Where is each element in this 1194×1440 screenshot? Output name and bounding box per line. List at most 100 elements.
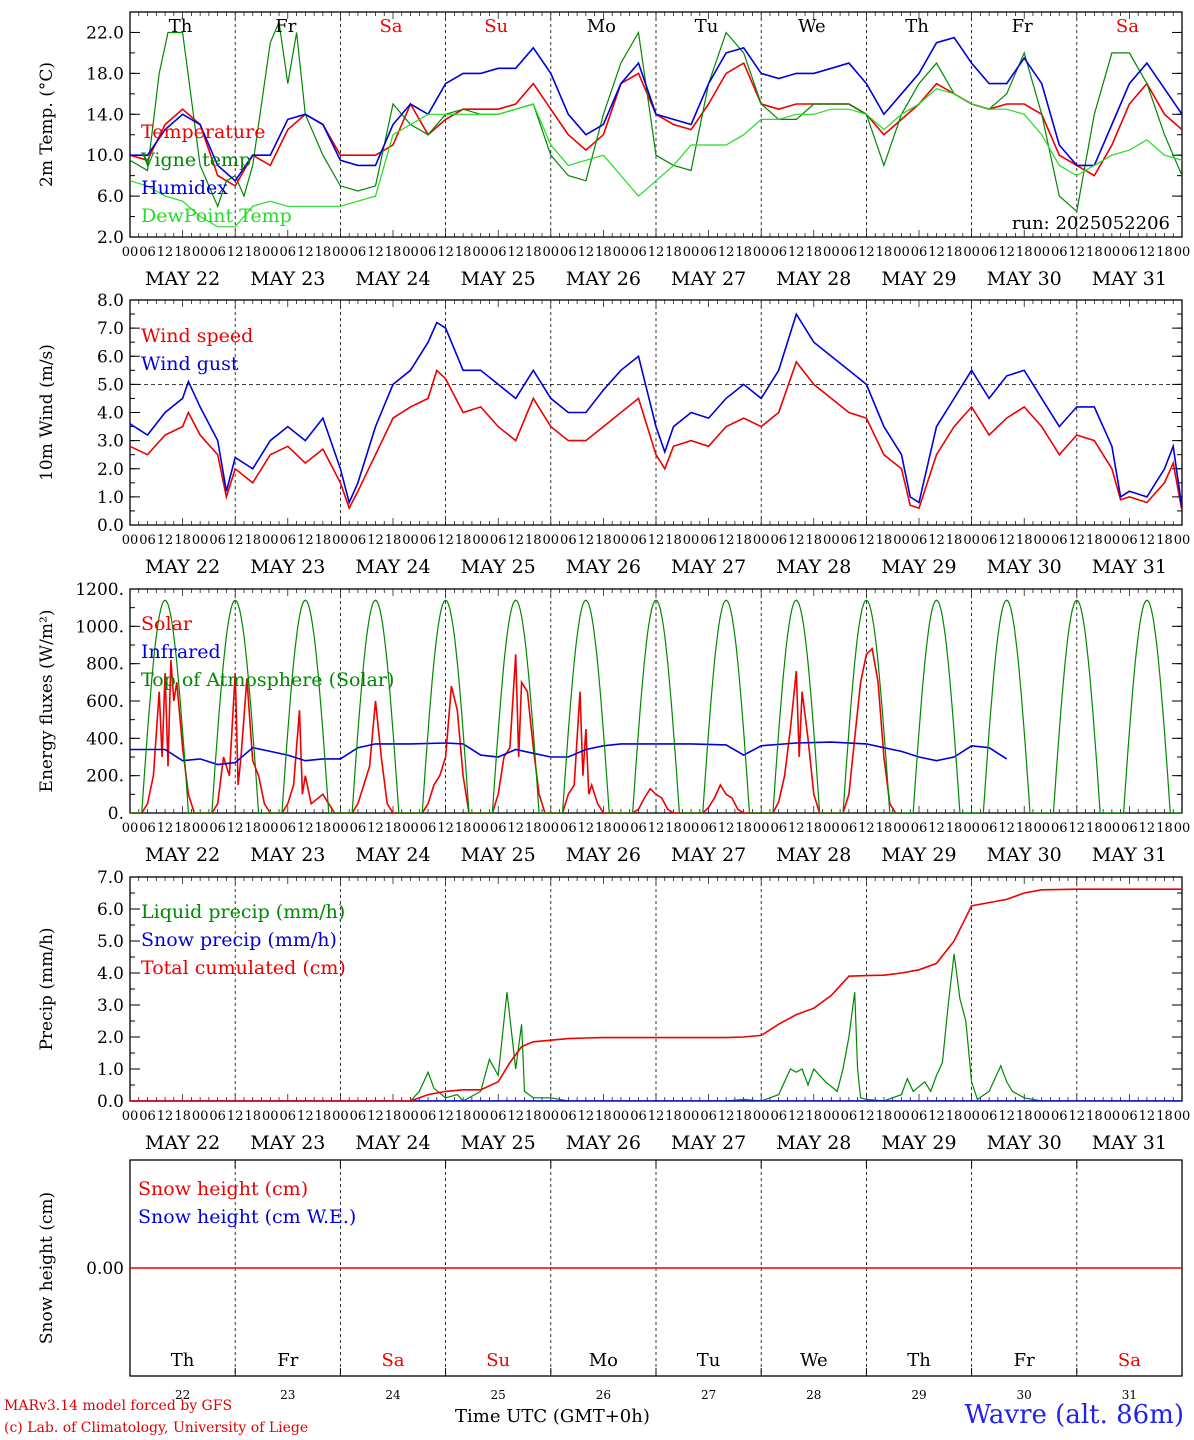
date-label: MAY 28	[776, 556, 851, 578]
y-tick-label: 600.	[86, 692, 124, 712]
date-label: MAY 29	[881, 1132, 956, 1154]
hour-tick-label: 00	[543, 821, 560, 836]
hour-tick-label: 00	[192, 1109, 209, 1124]
hour-tick-label: 18	[665, 245, 682, 260]
date-label: MAY 30	[987, 1132, 1062, 1154]
hour-tick-label: 00	[613, 1109, 630, 1124]
hour-tick-label: 12	[718, 533, 735, 548]
y-axis-label: 10m Wind (m/s)	[37, 344, 57, 481]
date-label: MAY 22	[145, 556, 220, 578]
hour-tick-label: 06	[911, 821, 928, 836]
hour-tick-label: 12	[998, 245, 1015, 260]
legend-entry: Snow height (cm W.E.)	[138, 1206, 356, 1228]
y-tick-label: 0.0	[97, 516, 124, 536]
y-tick-label: 2.0	[97, 1028, 124, 1048]
hour-tick-label: 12	[1069, 821, 1086, 836]
y-tick-label: 6.0	[97, 900, 124, 920]
legend-entry: Top of Atmosphere (Solar)	[141, 669, 394, 691]
hour-tick-label: 18	[806, 245, 823, 260]
hour-tick-label: 18	[174, 245, 191, 260]
hour-tick-label: 06	[841, 245, 858, 260]
panel-4	[129, 876, 1183, 1102]
hour-tick-label: 18	[1156, 245, 1173, 260]
hour-tick-label: 18	[385, 533, 402, 548]
hour-tick-label: 06	[560, 245, 577, 260]
hour-tick-label: 00	[963, 1109, 980, 1124]
panel-1	[129, 11, 1183, 238]
legend-entry: DewPoint Temp	[141, 205, 292, 227]
hour-tick-label: 06	[350, 1109, 367, 1124]
hour-tick-label: 06	[981, 821, 998, 836]
date-label: MAY 30	[987, 844, 1062, 866]
hour-tick-label: 06	[841, 533, 858, 548]
hour-tick-label: 12	[227, 533, 244, 548]
hour-tick-label: 12	[297, 821, 314, 836]
hour-tick-label: 06	[209, 821, 226, 836]
hour-tick-label: 12	[297, 245, 314, 260]
hour-tick-label: 12	[928, 533, 945, 548]
hour-tick-label: 18	[455, 821, 472, 836]
hour-tick-label: 00	[332, 533, 349, 548]
hour-tick-label: 00	[472, 1109, 489, 1124]
model-credit: MARv3.14 model forced by GFS	[4, 1398, 233, 1414]
hour-tick-label: 12	[227, 821, 244, 836]
hour-tick-label: 00	[683, 245, 700, 260]
date-label: MAY 23	[250, 844, 325, 866]
weekday-label: Su	[486, 1350, 510, 1371]
date-label: MAY 23	[250, 268, 325, 290]
weekday-label: Su	[484, 16, 508, 37]
hour-tick-label: 06	[420, 533, 437, 548]
day-number: 22	[175, 1388, 190, 1402]
hour-tick-label: 18	[806, 533, 823, 548]
hour-tick-label: 00	[753, 1109, 770, 1124]
hour-tick-label: 12	[858, 821, 875, 836]
y-tick-label: 0.0	[97, 1092, 124, 1112]
hour-tick-label: 12	[437, 533, 454, 548]
hour-tick-label: 00	[543, 1109, 560, 1124]
y-tick-label: 7.0	[97, 319, 124, 339]
hour-tick-label: 18	[806, 821, 823, 836]
hour-tick-label: 06	[139, 245, 156, 260]
hour-tick-label: 12	[648, 245, 665, 260]
hour-tick-label: 06	[1121, 821, 1138, 836]
hour-tick-label: 06	[560, 533, 577, 548]
weekday-label: Fr	[1012, 16, 1033, 37]
date-label: MAY 30	[987, 268, 1062, 290]
hour-tick-label: 00	[1104, 1109, 1121, 1124]
hour-tick-label: 18	[595, 1109, 612, 1124]
legend-entry: Temperature	[141, 121, 265, 143]
hour-tick-label: 00	[1033, 245, 1050, 260]
hour-tick-label: 12	[157, 821, 174, 836]
hour-tick-label: 18	[525, 245, 542, 260]
date-label: MAY 31	[1092, 1132, 1167, 1154]
hour-tick-label: 00	[893, 533, 910, 548]
weekday-label: Sa	[1118, 1350, 1141, 1371]
hour-tick-label: 00	[472, 821, 489, 836]
hour-tick-label: 18	[1086, 1109, 1103, 1124]
hour-tick-label: 18	[946, 245, 963, 260]
run-label: run: 2025052206	[1012, 213, 1170, 234]
hour-tick-label: 00	[823, 533, 840, 548]
hour-tick-label: 06	[911, 245, 928, 260]
hour-tick-label: 00	[192, 533, 209, 548]
hour-tick-label: 12	[507, 245, 524, 260]
y-tick-label: 10.0	[86, 146, 124, 166]
hour-tick-label: 06	[420, 821, 437, 836]
hour-tick-label: 12	[718, 821, 735, 836]
hour-tick-label: 12	[578, 1109, 595, 1124]
y-tick-label: 0.	[108, 804, 124, 824]
hour-tick-label: 12	[858, 1109, 875, 1124]
hour-tick-label: 18	[455, 245, 472, 260]
hour-tick-label: 12	[788, 821, 805, 836]
hour-tick-label: 12	[227, 245, 244, 260]
weekday-label: Sa	[1116, 16, 1139, 37]
hour-tick-label: 06	[1121, 245, 1138, 260]
hour-tick-label: 00	[1104, 533, 1121, 548]
day-number: 26	[596, 1388, 611, 1402]
hour-tick-label: 00	[613, 533, 630, 548]
hour-tick-label: 06	[280, 821, 297, 836]
y-axis-label: Energy fluxes (W/m²)	[37, 610, 57, 793]
hour-tick-label: 00	[753, 245, 770, 260]
y-tick-label: 2.0	[97, 460, 124, 480]
hour-tick-label: 06	[490, 533, 507, 548]
